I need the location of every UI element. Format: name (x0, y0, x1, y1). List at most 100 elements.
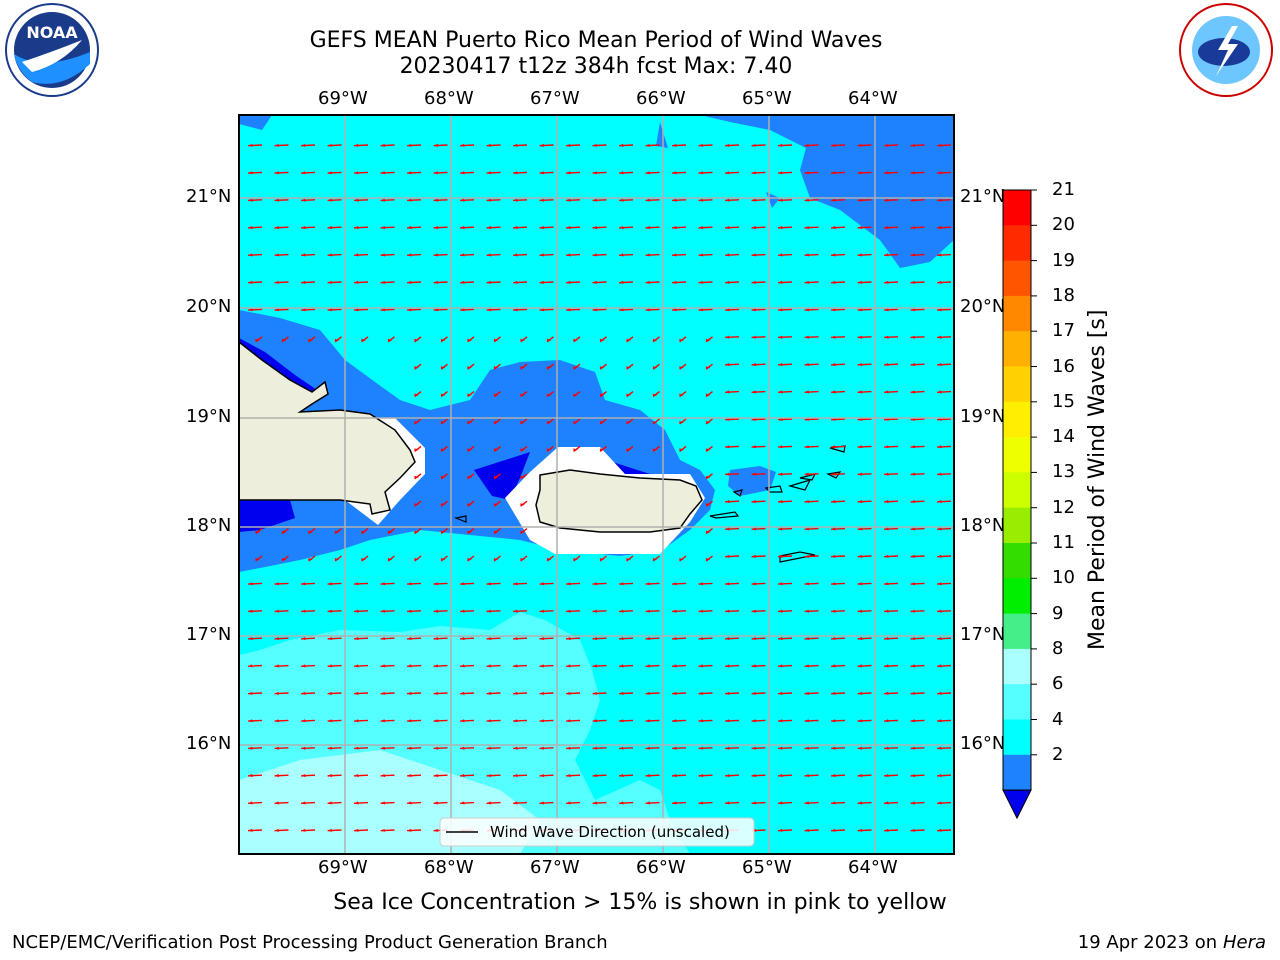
wind-wave-arrow-head (407, 746, 412, 750)
wind-wave-arrow-head (380, 308, 386, 312)
wind-wave-arrow-head (619, 171, 624, 175)
wind-wave-arrow-head (486, 609, 492, 613)
wind-wave-arrow-head (910, 691, 916, 695)
wind-wave-arrow-head (831, 828, 836, 832)
wind-wave-arrow-head (778, 198, 783, 202)
wind-wave-arrow-head (778, 363, 783, 367)
wind-wave-arrow-head (274, 198, 280, 202)
wind-wave-arrow-head (937, 472, 942, 476)
wind-wave-arrow-head (751, 664, 757, 668)
wind-wave-arrow-head (486, 253, 492, 257)
wind-wave-arrow-head (354, 171, 359, 175)
wind-wave-arrow-head (698, 280, 704, 284)
wind-wave-arrow-head (910, 472, 916, 476)
wind-wave-arrow-head (354, 198, 359, 202)
wind-wave-arrow-head (778, 664, 783, 668)
wind-wave-arrow-head (751, 280, 757, 284)
wind-wave-arrow-head (414, 448, 419, 452)
wind-wave-arrow-head (804, 664, 810, 668)
wind-wave-arrow-head (460, 801, 465, 805)
wind-wave-arrow-head (520, 475, 525, 479)
wind-wave-arrow-head (751, 445, 757, 449)
wind-wave-arrow-head (619, 582, 624, 586)
wind-wave-arrow-head (460, 280, 465, 284)
wind-wave-arrow-head (486, 664, 492, 668)
wind-wave-arrow-head (354, 664, 359, 668)
land-st-croix (779, 551, 816, 563)
wind-wave-arrow-head (804, 554, 810, 558)
wind-wave-arrow-head (486, 280, 492, 284)
wind-wave-arrow-head (619, 253, 624, 257)
colorbar-tick-label: 6 (1052, 673, 1064, 695)
colorbar-tick-label: 9 (1052, 602, 1064, 624)
wind-wave-arrow-head (751, 582, 757, 586)
wind-wave-arrow-head (778, 500, 783, 504)
lon-label-bottom-67w: 67°W (530, 857, 580, 878)
wind-wave-arrow-head (857, 171, 863, 175)
lon-label-bottom-68w: 68°W (424, 857, 474, 878)
wind-wave-arrow-head (486, 801, 492, 805)
wind-wave-arrow-head (705, 420, 711, 424)
wind-wave-arrow-head (831, 253, 836, 257)
land-virgin-islands-a (709, 511, 740, 519)
wind-wave-arrow-head (327, 226, 333, 230)
wind-wave-arrow-head (937, 253, 942, 257)
wind-wave-arrow-head (672, 691, 677, 695)
wind-wave-arrow-head (626, 420, 631, 424)
wind-wave-arrow-head (645, 691, 651, 695)
wind-wave-arrow-head (857, 335, 863, 339)
wind-wave-arrow-head (937, 582, 942, 586)
wind-wave-arrow-head (626, 393, 631, 397)
wind-wave-arrow-head (414, 475, 419, 479)
wind-wave-arrow-head (751, 774, 757, 778)
map-frame (238, 114, 955, 855)
wind-wave-arrow-head (705, 448, 711, 452)
wind-wave-arrow-head (884, 472, 889, 476)
wind-wave-arrow-head (937, 335, 942, 339)
wind-wave-arrow-head (248, 828, 253, 832)
wind-wave-arrow-head (857, 609, 863, 613)
wind-wave-arrow-head (725, 554, 730, 558)
colorbar-tick-label: 10 (1052, 567, 1075, 589)
colorbar-segment (1003, 401, 1031, 438)
colorbar-under-triangle (1002, 789, 1032, 820)
colorbar-tick-label: 15 (1052, 390, 1075, 412)
wind-wave-arrow-head (592, 253, 598, 257)
wind-wave-arrow-head (513, 582, 518, 586)
footer-credit: NCEP/EMC/Verification Post Processing Pr… (12, 932, 608, 953)
wind-wave-arrow-head (327, 609, 333, 613)
wind-wave-arrow-head (884, 226, 889, 230)
colorbar-tick-label: 8 (1052, 637, 1064, 659)
wind-wave-arrow-head (274, 828, 280, 832)
wind-wave-arrow-head (520, 338, 525, 342)
wind-wave-arrow-head (751, 609, 757, 613)
map-legend: Wind Wave Direction (unscaled) (439, 817, 755, 847)
wind-wave-arrow-head (539, 226, 545, 230)
wind-wave-arrow-head (937, 308, 942, 312)
wind-wave-arrow-head (546, 338, 552, 342)
colorbar (1002, 189, 1037, 820)
wind-wave-arrow-head (248, 253, 253, 257)
wind-wave-arrow-head (884, 774, 889, 778)
wind-wave-arrow-head (407, 828, 412, 832)
wind-wave-arrow-head (380, 171, 386, 175)
wind-wave-arrow-head (619, 280, 624, 284)
wind-wave-arrow-head (804, 253, 810, 257)
lon-label-top-68w: 68°W (424, 88, 474, 109)
wind-wave-arrow-head (857, 308, 863, 312)
wind-wave-arrow-head (493, 338, 499, 342)
wind-wave-arrow-head (645, 582, 651, 586)
wind-wave-arrow-head (354, 746, 359, 750)
wind-wave-arrow-head (672, 308, 677, 312)
wind-wave-arrow-head (467, 475, 472, 479)
wind-wave-arrow-head (831, 198, 836, 202)
wind-wave-arrow-head (619, 691, 624, 695)
wind-wave-arrow-head (255, 557, 260, 561)
wind-wave-arrow-head (831, 582, 836, 586)
wind-wave-arrow-head (520, 530, 525, 534)
wind-wave-arrow-head (566, 171, 571, 175)
wind-wave-arrow-head (566, 198, 571, 202)
wind-wave-arrow-head (513, 609, 518, 613)
wind-wave-arrow-head (520, 420, 525, 424)
wind-wave-arrow-head (910, 801, 916, 805)
